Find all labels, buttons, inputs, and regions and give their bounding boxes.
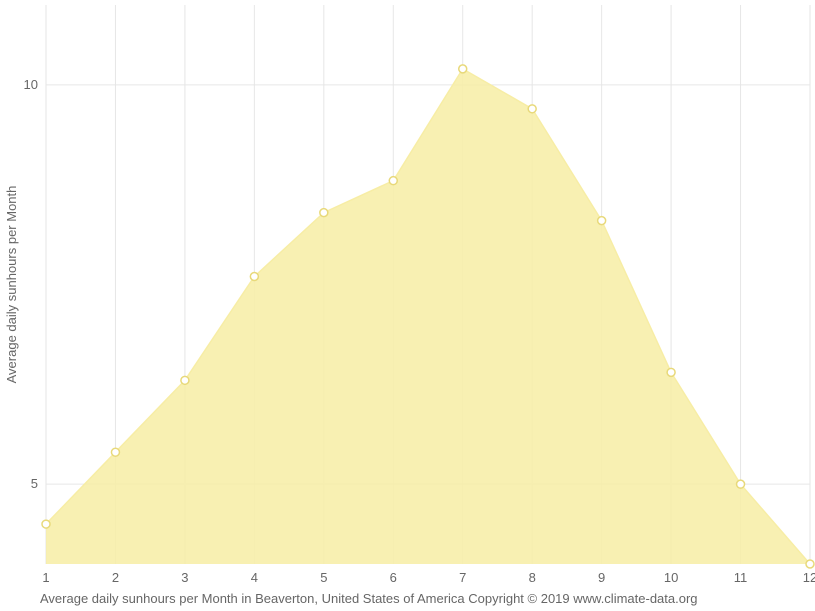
data-marker (667, 368, 675, 376)
data-marker (42, 520, 50, 528)
chart-svg: 123456789101112510Average daily sunhours… (0, 0, 815, 611)
x-tick-label: 4 (251, 570, 258, 585)
data-marker (250, 273, 258, 281)
data-marker (598, 217, 606, 225)
chart-footer: Average daily sunhours per Month in Beav… (40, 591, 698, 606)
x-tick-label: 7 (459, 570, 466, 585)
data-marker (528, 105, 536, 113)
x-tick-label: 12 (803, 570, 815, 585)
data-marker (459, 65, 467, 73)
y-axis-label: Average daily sunhours per Month (4, 186, 19, 384)
data-marker (737, 480, 745, 488)
data-marker (111, 448, 119, 456)
y-tick-label: 10 (24, 77, 38, 92)
x-tick-label: 3 (181, 570, 188, 585)
data-marker (320, 209, 328, 217)
x-tick-label: 1 (42, 570, 49, 585)
data-marker (389, 177, 397, 185)
y-tick-label: 5 (31, 476, 38, 491)
x-tick-label: 5 (320, 570, 327, 585)
x-tick-label: 2 (112, 570, 119, 585)
x-tick-label: 8 (529, 570, 536, 585)
sunhours-chart: 123456789101112510Average daily sunhours… (0, 0, 815, 611)
x-tick-label: 6 (390, 570, 397, 585)
x-tick-label: 11 (734, 570, 748, 585)
data-marker (181, 376, 189, 384)
x-tick-label: 9 (598, 570, 605, 585)
x-tick-label: 10 (664, 570, 678, 585)
data-marker (806, 560, 814, 568)
